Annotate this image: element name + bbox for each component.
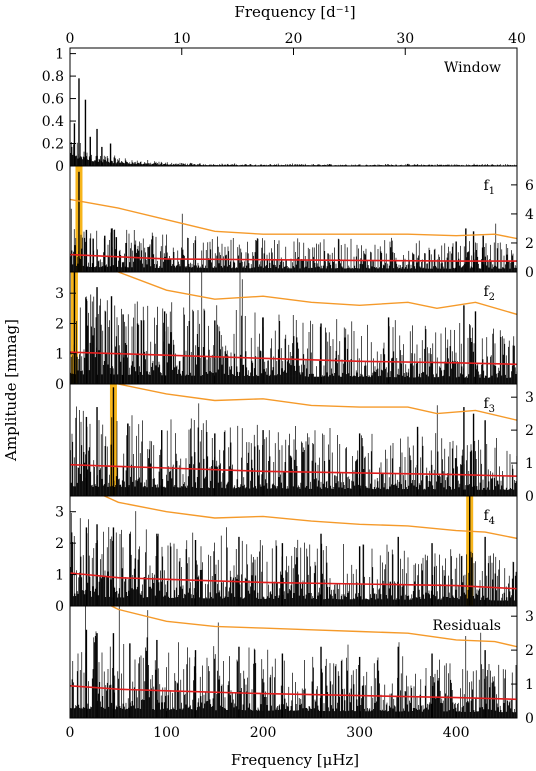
noise-line [70, 253, 517, 262]
noise-line [70, 351, 517, 366]
noise-line [70, 685, 517, 701]
y-axis-label: Amplitude [mmag] [2, 319, 20, 462]
significance-line [102, 496, 517, 540]
top-tick-label: 40 [508, 31, 526, 47]
panel-6: 0 1 2 3 Residuals [69, 605, 534, 727]
y-tick-label: 4 [525, 207, 534, 223]
y-tick-label: 0.8 [42, 69, 64, 85]
top-axis-ticks: 0 10 20 30 40 [66, 31, 526, 55]
y-tick-label: 3 [55, 286, 64, 302]
panel-content [70, 606, 517, 718]
y-tick-label: 2 [525, 643, 534, 659]
panel-3: 0 1 2 3 f2 [55, 271, 518, 393]
y-tick-label: 1 [525, 677, 534, 693]
bottom-tick-label: 300 [346, 725, 373, 741]
significance-line [116, 272, 517, 316]
y-tick-label: 0 [525, 265, 534, 281]
y-tick-label: 2 [525, 236, 534, 252]
significance-line [109, 606, 517, 648]
y-tick-label: 6 [525, 178, 534, 194]
y-tick-label: 1 [525, 456, 534, 472]
panel-content [70, 78, 517, 166]
amplitude-noise [70, 403, 517, 496]
y-tick-label: 0 [55, 159, 64, 175]
panel-label: Window [444, 60, 501, 76]
significance-line [70, 198, 517, 240]
top-tick-label: 30 [396, 31, 414, 47]
top-tick-label: 20 [285, 31, 303, 47]
y-tick-label: 0 [55, 377, 64, 393]
bottom-tick-label: 100 [153, 725, 180, 741]
panel-label: f1 [483, 178, 495, 197]
panel-label: f3 [483, 396, 495, 415]
top-tick-label: 10 [173, 31, 191, 47]
panel-content [70, 272, 517, 384]
noise-line [70, 572, 517, 590]
y-tick-label: 2 [525, 423, 534, 439]
y-tick-label: 1 [55, 568, 64, 584]
panel-label-subscript: 1 [489, 186, 495, 197]
y-tick-label: 2 [55, 536, 64, 552]
y-tick-label: 0 [525, 711, 534, 727]
top-axis-label: Frequency [d⁻¹] [234, 3, 355, 21]
significance-line [116, 384, 517, 421]
top-tick-label: 0 [66, 31, 75, 47]
bottom-tick-label: 0 [66, 725, 75, 741]
y-tick-label: 2 [55, 316, 64, 332]
bottom-axis-label: Frequency [μHz] [231, 751, 359, 769]
panel-label-subscript: 4 [489, 516, 495, 527]
y-tick-label: 0.6 [42, 92, 64, 108]
panel-frame [69, 605, 518, 719]
noise-line [70, 463, 517, 477]
y-tick-label: 1 [55, 47, 64, 63]
panel-label-subscript: 3 [489, 404, 495, 415]
y-tick-label: 1 [55, 347, 64, 363]
panel-label-subscript: 2 [489, 292, 495, 303]
panel-content [70, 166, 517, 272]
y-tick-label: 0.4 [42, 114, 64, 130]
bottom-tick-label: 200 [250, 725, 277, 741]
panel-2: 0 2 4 6 f1 [69, 165, 534, 281]
panel-1: 0 0.2 0.4 0.6 0.8 1 Window [42, 47, 518, 175]
panel-content [70, 496, 517, 606]
y-tick-label: 3 [525, 609, 534, 625]
y-tick-label: 0 [55, 599, 64, 615]
y-tick-label: 0.2 [42, 137, 64, 153]
amplitude-noise [70, 511, 517, 606]
y-tick-label: 0 [525, 489, 534, 505]
panel-label: f2 [483, 284, 495, 303]
panel-5: 0 1 2 3 f4 [55, 495, 518, 615]
y-tick-label: 3 [55, 505, 64, 521]
amplitude-noise [70, 208, 517, 272]
panel-label: Residuals [433, 618, 501, 634]
panel-content [70, 384, 517, 496]
y-tick-label: 3 [525, 390, 534, 406]
amplitude-noise [70, 141, 517, 166]
bottom-tick-label: 400 [443, 725, 470, 741]
panel-label: f4 [483, 508, 495, 527]
bottom-axis-ticks: 0 100 200 300 400 [66, 711, 470, 741]
